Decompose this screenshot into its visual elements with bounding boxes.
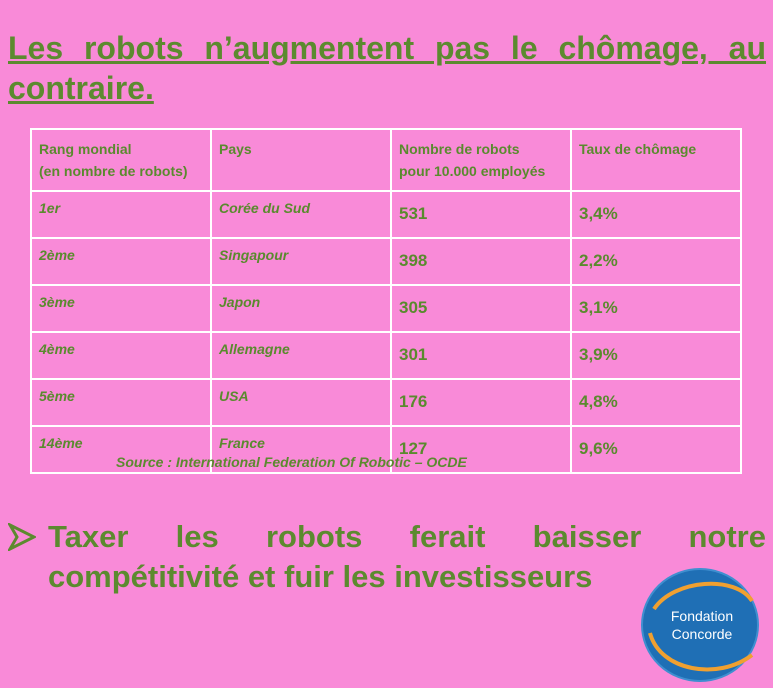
cell-unemployment: 9,6%	[570, 425, 742, 474]
robots-unemployment-table: Rang mondial (en nombre de robots) Pays …	[30, 128, 742, 474]
table-row: 14ème France 127 9,6%	[30, 425, 742, 474]
logo-text-line1: Fondation	[671, 608, 733, 624]
header-country: Pays	[210, 128, 392, 192]
cell-unemployment: 3,1%	[570, 284, 742, 333]
cell-robots: 127	[390, 425, 572, 474]
cell-country: Allemagne	[210, 331, 392, 380]
arrow-bullet-icon	[8, 523, 36, 551]
cell-country: Japon	[210, 284, 392, 333]
cell-robots: 531	[390, 190, 572, 239]
header-rank: Rang mondial (en nombre de robots)	[30, 128, 212, 192]
source-note: Source : International Federation Of Rob…	[116, 454, 467, 470]
cell-country: Singapour	[210, 237, 392, 286]
table-row: 1er Corée du Sud 531 3,4%	[30, 190, 742, 239]
cell-country: Corée du Sud	[210, 190, 392, 239]
cell-rank: 4ème	[30, 331, 212, 380]
cell-robots: 398	[390, 237, 572, 286]
header-rank-line1: Rang mondial	[39, 141, 132, 157]
cell-unemployment: 4,8%	[570, 378, 742, 427]
cell-robots: 301	[390, 331, 572, 380]
bullet-point: Taxer les robots ferait baisser notre co…	[8, 517, 766, 597]
cell-unemployment: 3,4%	[570, 190, 742, 239]
header-robots-line1: Nombre de robots	[399, 141, 520, 157]
table-header-row: Rang mondial (en nombre de robots) Pays …	[30, 128, 742, 192]
slide-title: Les robots n’augmentent pas le chômage, …	[8, 30, 766, 106]
header-rank-line2: (en nombre de robots)	[39, 163, 188, 179]
cell-robots: 176	[390, 378, 572, 427]
cell-rank: 3ème	[30, 284, 212, 333]
cell-rank: 14ème	[30, 425, 212, 474]
cell-robots: 305	[390, 284, 572, 333]
cell-rank: 1er	[30, 190, 212, 239]
cell-rank: 5ème	[30, 378, 212, 427]
cell-rank: 2ème	[30, 237, 212, 286]
table-row: 3ème Japon 305 3,1%	[30, 284, 742, 333]
header-unemployment: Taux de chômage	[570, 128, 742, 192]
fondation-concorde-logo: Fondation Concorde	[641, 568, 759, 682]
table-row: 2ème Singapour 398 2,2%	[30, 237, 742, 286]
cell-country: France	[210, 425, 392, 474]
header-robots-line2: pour 10.000 employés	[399, 163, 546, 179]
table-row: 4ème Allemagne 301 3,9%	[30, 331, 742, 380]
table-row: 5ème USA 176 4,8%	[30, 378, 742, 427]
cell-unemployment: 2,2%	[570, 237, 742, 286]
bullet-text: Taxer les robots ferait baisser notre co…	[48, 519, 766, 594]
cell-unemployment: 3,9%	[570, 331, 742, 380]
logo-text-line2: Concorde	[672, 626, 733, 642]
header-robots: Nombre de robots pour 10.000 employés	[390, 128, 572, 192]
cell-country: USA	[210, 378, 392, 427]
